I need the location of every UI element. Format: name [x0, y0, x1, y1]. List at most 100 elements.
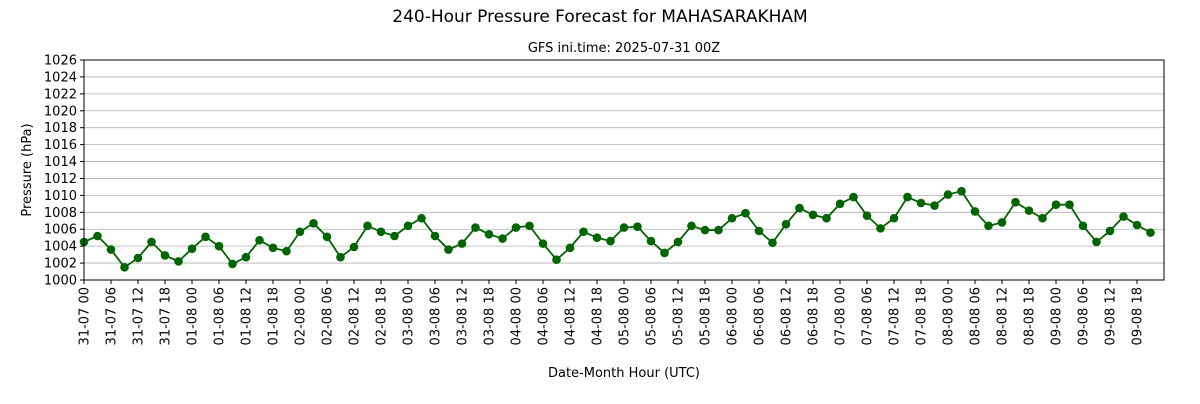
- data-point-72: [1051, 200, 1061, 209]
- data-point-63: [930, 201, 939, 210]
- data-point-1: [93, 231, 102, 241]
- series-pressure: [79, 186, 1155, 272]
- data-point-61: [903, 192, 912, 202]
- y-axis: 1000 1002 1004 1006 1008 1010 1012 1014 1016 1018…: [44, 54, 84, 289]
- data-point-23: [390, 231, 399, 241]
- x-tick-label-38: 09-08 12: [1104, 287, 1119, 345]
- data-point-6: [160, 251, 170, 260]
- data-point-60: [889, 213, 899, 223]
- data-point-56: [835, 199, 845, 209]
- data-point-79: [1146, 228, 1155, 237]
- data-point-29: [471, 223, 480, 232]
- x-tick-label-28: 07-08 00: [834, 287, 849, 345]
- data-point-2: [106, 245, 116, 254]
- data-point-49: [741, 208, 750, 218]
- data-point-32: [511, 223, 521, 232]
- data-point-17: [309, 219, 318, 228]
- data-point-30: [484, 230, 494, 239]
- y-tick-label-5: 1010: [44, 189, 77, 204]
- x-tick-label-20: 05-08 00: [618, 287, 633, 345]
- y-tick-label-9: 1018: [44, 121, 77, 136]
- x-tick-label-35: 08-08 18: [1023, 287, 1038, 345]
- y-tick-label-8: 1016: [44, 138, 77, 153]
- data-point-11: [228, 259, 237, 269]
- y-tick-label-7: 1014: [44, 155, 77, 170]
- x-tick-label-11: 02-08 18: [375, 287, 390, 345]
- data-point-42: [646, 236, 656, 246]
- x-tick-label-34: 08-08 12: [996, 287, 1011, 345]
- data-point-12: [241, 252, 251, 262]
- x-tick-label-36: 09-08 00: [1050, 287, 1065, 345]
- x-tick-label-0: 31-07 00: [78, 287, 93, 345]
- x-tick-label-33: 08-08 06: [969, 287, 984, 345]
- x-tick-label-5: 01-08 06: [213, 287, 228, 345]
- x-tick-label-32: 08-08 00: [942, 287, 957, 345]
- data-point-55: [822, 213, 831, 223]
- x-tick-label-22: 05-08 12: [672, 287, 687, 345]
- y-tick-label-11: 1022: [44, 87, 77, 102]
- data-point-66: [970, 207, 980, 216]
- data-point-15: [282, 246, 291, 256]
- data-point-52: [781, 219, 791, 229]
- data-point-75: [1092, 237, 1101, 247]
- x-tick-label-23: 05-08 18: [699, 287, 714, 345]
- x-tick-label-29: 07-08 06: [861, 287, 876, 345]
- data-point-46: [700, 225, 710, 235]
- data-point-26: [430, 231, 440, 241]
- y-tick-label-13: 1026: [44, 54, 77, 69]
- x-tick-label-8: 02-08 00: [294, 287, 309, 345]
- data-point-4: [133, 253, 143, 263]
- data-point-33: [525, 221, 534, 231]
- y-axis-label: Pressure (hPa): [20, 123, 35, 216]
- x-axis-label: Date-Month Hour (UTC): [548, 366, 700, 381]
- x-tick-label-9: 02-08 06: [321, 287, 336, 345]
- data-point-37: [579, 227, 588, 237]
- data-point-54: [808, 210, 818, 220]
- data-point-8: [187, 244, 197, 253]
- grid-lines: [84, 59, 1164, 281]
- data-point-57: [849, 192, 858, 202]
- data-point-68: [997, 218, 1007, 227]
- data-point-65: [957, 186, 966, 196]
- x-tick-label-18: 04-08 12: [564, 287, 579, 345]
- data-point-3: [120, 263, 129, 272]
- data-point-22: [376, 227, 386, 237]
- x-tick-label-16: 04-08 00: [510, 287, 525, 345]
- y-tick-label-12: 1024: [44, 70, 77, 85]
- data-point-31: [498, 234, 507, 243]
- x-tick-label-37: 09-08 06: [1077, 287, 1092, 345]
- data-point-21: [363, 221, 372, 231]
- data-point-44: [673, 237, 683, 247]
- y-tick-label-3: 1006: [44, 223, 77, 238]
- data-point-77: [1119, 212, 1128, 221]
- data-point-43: [660, 248, 669, 258]
- y-tick-label-2: 1004: [44, 240, 77, 255]
- data-point-70: [1024, 206, 1034, 215]
- chart-title: 240-Hour Pressure Forecast for MAHASARAK…: [392, 7, 807, 27]
- data-point-24: [403, 221, 413, 231]
- x-tick-label-27: 06-08 18: [807, 287, 822, 345]
- y-tick-label-4: 1008: [44, 206, 77, 221]
- data-point-78: [1132, 220, 1142, 230]
- x-tick-label-12: 03-08 00: [402, 287, 417, 345]
- data-point-16: [295, 227, 305, 237]
- data-point-40: [619, 223, 629, 232]
- data-point-51: [768, 238, 777, 248]
- data-point-14: [268, 243, 278, 253]
- data-point-39: [606, 236, 615, 246]
- data-point-74: [1078, 221, 1088, 231]
- data-point-25: [417, 213, 426, 223]
- data-point-35: [552, 255, 561, 264]
- x-tick-label-19: 04-08 18: [591, 287, 606, 345]
- x-tick-label-39: 09-08 18: [1131, 287, 1146, 345]
- data-point-48: [727, 213, 737, 223]
- y-tick-label-6: 1012: [44, 172, 77, 187]
- x-tick-label-31: 07-08 18: [915, 287, 930, 345]
- data-point-41: [633, 222, 642, 231]
- data-point-9: [201, 232, 210, 242]
- data-point-7: [174, 257, 183, 266]
- x-tick-label-24: 06-08 00: [726, 287, 741, 345]
- data-point-67: [984, 221, 993, 231]
- x-tick-label-6: 01-08 12: [240, 287, 255, 345]
